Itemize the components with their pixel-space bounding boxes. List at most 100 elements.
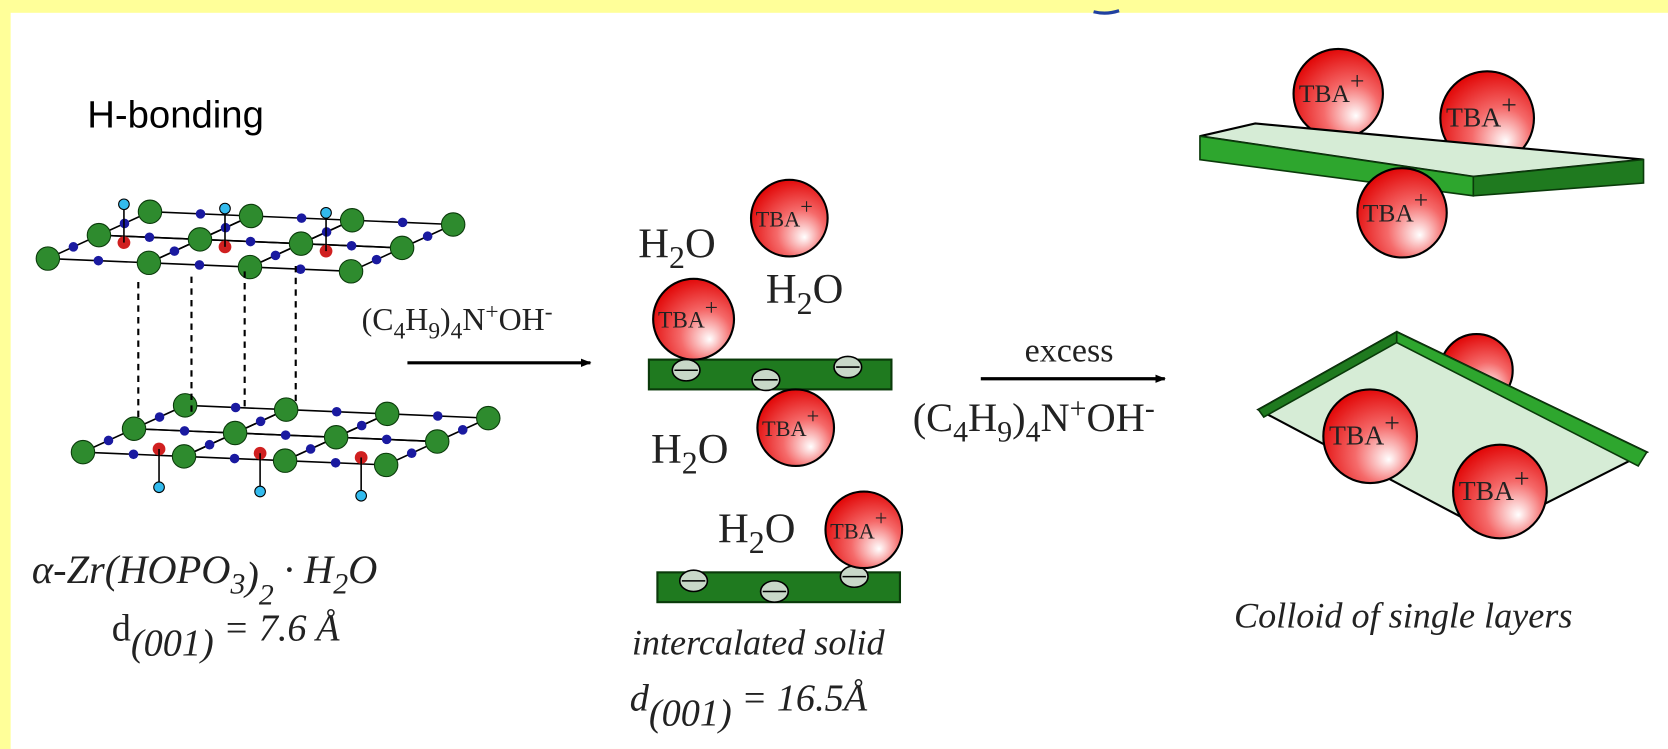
zirconium xyxy=(71,440,94,463)
water-part: 2 xyxy=(669,240,685,275)
cation: TBA+ xyxy=(1453,445,1547,539)
water-part: H xyxy=(766,266,797,313)
zirconium xyxy=(289,232,312,255)
zirconium xyxy=(138,200,161,223)
zirconium xyxy=(340,209,363,232)
oxygen xyxy=(347,241,357,251)
zirconium xyxy=(477,406,500,429)
zirconium xyxy=(274,398,297,421)
water-part: O xyxy=(765,506,796,553)
oxygen xyxy=(297,213,307,223)
cation-charge: + xyxy=(1350,66,1364,95)
cation-charge: + xyxy=(1501,89,1517,120)
oxygen xyxy=(104,436,114,446)
oxygen xyxy=(195,260,205,270)
cation: TBA+ xyxy=(751,180,828,257)
hydroxyl xyxy=(255,486,266,497)
cation: TBA+ xyxy=(757,389,834,466)
oxygen xyxy=(170,246,180,256)
oxygen xyxy=(256,417,266,427)
water-part: H xyxy=(718,506,749,553)
oxygen xyxy=(372,255,382,265)
zirconium xyxy=(441,213,464,236)
zirconium xyxy=(87,223,110,246)
water-part: O xyxy=(685,220,716,267)
oxygen xyxy=(423,231,433,241)
cation-name: TBA xyxy=(756,207,801,232)
oxygen xyxy=(230,454,240,464)
cation-charge: + xyxy=(807,403,820,428)
oxygen xyxy=(382,435,392,445)
hydroxyl xyxy=(321,207,332,218)
hydroxyl xyxy=(154,482,165,493)
zirconium xyxy=(172,445,195,468)
cation-charge: + xyxy=(1514,462,1530,493)
cation: TBA+ xyxy=(1294,49,1383,138)
product-caption: Colloid of single layers xyxy=(1234,596,1572,636)
cation: TBA+ xyxy=(825,492,902,569)
zirconium xyxy=(339,260,362,283)
oxygen xyxy=(180,426,190,436)
cation-charge: + xyxy=(1384,407,1400,438)
heading: H-bonding xyxy=(87,94,264,137)
zirconium xyxy=(374,453,397,476)
zirconium xyxy=(173,394,196,417)
cation-name: TBA xyxy=(658,308,705,334)
cation: TBA+ xyxy=(1323,389,1417,483)
oxygen xyxy=(145,232,155,242)
oxygen xyxy=(94,256,104,266)
oxygen xyxy=(129,449,139,459)
cation: TBA+ xyxy=(653,279,734,360)
cation-name: TBA xyxy=(1459,475,1514,506)
oxygen xyxy=(246,237,256,247)
zirconium xyxy=(426,430,449,453)
oxygen xyxy=(281,430,291,440)
zirconium xyxy=(239,204,262,227)
oxygen xyxy=(306,444,316,454)
cation-name: TBA xyxy=(762,416,807,441)
oxygen xyxy=(433,411,443,421)
cation-name: TBA xyxy=(1446,102,1501,133)
hydroxyl xyxy=(220,203,231,214)
oxygen xyxy=(458,425,468,435)
cation-name: TBA xyxy=(1299,79,1351,108)
oxygen xyxy=(231,403,241,413)
water-part: 2 xyxy=(749,525,765,560)
oxygen xyxy=(155,412,165,422)
oxygen xyxy=(332,407,342,417)
water-part: 2 xyxy=(682,445,698,480)
condition-label: excess xyxy=(1025,333,1114,370)
hydroxyl xyxy=(356,490,367,501)
slide: H-bonding α-Zr(HOPO3)2 · H2O d(001) = 7.… xyxy=(0,0,1668,749)
water-part: 2 xyxy=(797,286,813,321)
oxygen xyxy=(296,264,306,274)
zirconium xyxy=(223,421,246,444)
hydroxyl xyxy=(119,199,130,210)
oxygen xyxy=(69,242,79,252)
zirconium xyxy=(324,426,347,449)
zirconium xyxy=(273,449,296,472)
cation-name: TBA xyxy=(1363,198,1415,227)
zirconium xyxy=(137,251,160,274)
water-part: H xyxy=(638,220,669,267)
oxygen xyxy=(398,218,408,228)
zirconium xyxy=(122,417,145,440)
zirconium xyxy=(36,247,59,270)
oxygen xyxy=(271,251,281,261)
water-part: O xyxy=(813,266,844,313)
water-part: H xyxy=(651,426,682,473)
oxygen xyxy=(357,421,367,431)
cation-name: TBA xyxy=(830,518,875,543)
oxygen xyxy=(331,458,341,468)
cation-charge: + xyxy=(875,506,888,531)
zirconium xyxy=(238,255,261,278)
zirconium xyxy=(390,236,413,259)
intermediate-caption: intercalated solid xyxy=(632,622,886,662)
oxygen xyxy=(205,440,215,450)
oxygen xyxy=(407,448,417,458)
cation-charge: + xyxy=(705,295,718,321)
cation-name: TBA xyxy=(1329,420,1384,451)
oxygen xyxy=(196,209,206,219)
cation-charge: + xyxy=(1414,186,1428,215)
decoration xyxy=(1094,11,1120,13)
